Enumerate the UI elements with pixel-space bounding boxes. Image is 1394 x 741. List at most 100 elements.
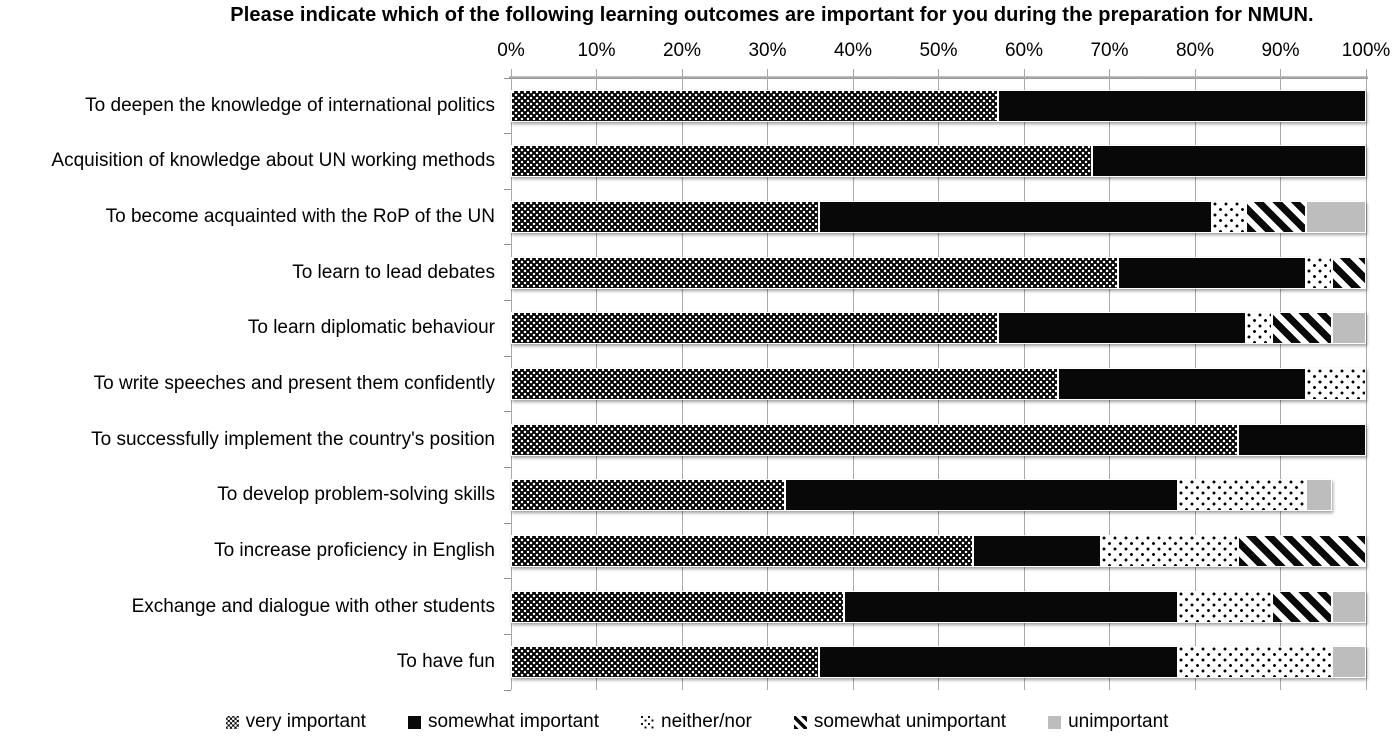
y-tick-mark [504, 522, 511, 524]
y-tick-mark [504, 244, 511, 246]
x-tick-label: 60% [1004, 40, 1044, 61]
x-tick-label: 40% [833, 40, 873, 61]
plot-area [504, 69, 1368, 691]
bar-segment-very-important [511, 312, 999, 345]
chart-row [511, 78, 1366, 134]
y-tick-mark [504, 578, 511, 580]
bar-segment-somewhat-important [1118, 256, 1307, 289]
bar-segment-unimportant [1306, 201, 1366, 234]
category-label: Exchange and dialogue with other student… [131, 595, 495, 617]
category-label: To increase proficiency in English [214, 539, 495, 561]
bar-rows [511, 78, 1366, 690]
stacked-bar [511, 590, 1366, 623]
bar-segment-very-important [511, 368, 1059, 401]
chart-row [511, 579, 1366, 635]
chart-row [511, 356, 1366, 412]
stacked-bar [511, 145, 1366, 178]
bar-segment-very-important [511, 590, 845, 623]
bar-segment-neither-nor [1212, 201, 1247, 234]
bar-segment-very-important [511, 256, 1119, 289]
bar-segment-somewhat-important [818, 646, 1178, 679]
y-tick-mark [504, 300, 511, 302]
legend-label: very important [245, 711, 366, 732]
stacked-bar [511, 368, 1366, 401]
legend-swatch-dense-white-dots-on-black-icon [225, 715, 239, 729]
legend-item-unimportant: unimportant [1048, 711, 1168, 733]
y-tick-mark [504, 77, 511, 79]
legend-label: neither/nor [661, 711, 752, 732]
x-tick-label: 100% [1341, 40, 1391, 61]
x-tick-label: 10% [577, 40, 616, 61]
bar-segment-neither-nor [1246, 312, 1272, 345]
chart-row [511, 189, 1366, 245]
bar-segment-very-important [511, 201, 819, 234]
legend-item-very-important: very important [225, 711, 366, 733]
y-tick-mark [504, 466, 511, 468]
stacked-bar [511, 479, 1366, 512]
y-tick-mark [504, 689, 511, 691]
legend-item-somewhat-important: somewhat important [407, 711, 600, 733]
legend-item-neither-nor: neither/nor [641, 711, 752, 733]
y-tick-mark [504, 133, 511, 135]
stacked-bar [511, 201, 1366, 234]
x-tick-label: 20% [662, 40, 702, 61]
category-label: To have fun [396, 651, 495, 673]
chart-row [511, 467, 1366, 523]
gridline [1365, 69, 1367, 690]
legend-label: somewhat unimportant [813, 711, 1007, 732]
category-label: To successfully implement the country's … [91, 428, 495, 450]
x-tick-label: 80% [1175, 40, 1215, 61]
bar-segment-somewhat-unimportant [1271, 312, 1332, 345]
stacked-bar [511, 534, 1366, 567]
bar-segment-somewhat-unimportant [1246, 201, 1307, 234]
legend-swatch-black-diagonal-stripes-icon [793, 715, 807, 729]
bar-segment-very-important [511, 145, 1093, 178]
bar-segment-somewhat-important [1058, 368, 1307, 401]
category-label: To deepen the knowledge of international… [85, 94, 495, 116]
x-tick-label: 90% [1261, 40, 1300, 61]
bar-segment-somewhat-important [972, 534, 1101, 567]
chart-row [511, 134, 1366, 190]
chart-row [511, 301, 1366, 357]
bar-segment-neither-nor [1306, 256, 1332, 289]
legend-label: somewhat important [427, 711, 600, 732]
legend-swatch-solid-light-gray-icon [1048, 715, 1062, 729]
x-axis: 0% 10% 20% 30% 40% 50% 60% 70% 80% 90% 100% [497, 40, 1390, 66]
legend-swatch-solid-black-icon [407, 715, 421, 729]
chart-title: Please indicate which of the following l… [230, 4, 1314, 26]
stacked-bar [511, 423, 1366, 456]
bar-segment-very-important [511, 89, 999, 122]
y-tick-mark [504, 355, 511, 357]
bar-segment-somewhat-important [1237, 423, 1366, 456]
stacked-bar [511, 646, 1366, 679]
bar-segment-somewhat-important [784, 479, 1178, 512]
bar-segment-neither-nor [1177, 646, 1332, 679]
stacked-bar [511, 256, 1366, 289]
bar-segment-neither-nor [1306, 368, 1366, 401]
legend-item-somewhat-unimportant: somewhat unimportant [793, 711, 1007, 733]
bar-segment-somewhat-important [818, 201, 1213, 234]
legend: very important somewhat important neither/… [0, 711, 1394, 733]
chart-row [511, 634, 1366, 690]
y-tick-mark [504, 633, 511, 635]
y-tick-mark [504, 188, 511, 190]
chart-row [511, 245, 1366, 301]
bar-segment-somewhat-important [998, 89, 1366, 122]
stacked-bar [511, 89, 1366, 122]
bar-segment-unimportant [1306, 479, 1332, 512]
bar-segment-very-important [511, 646, 819, 679]
y-tick-mark [504, 411, 511, 413]
category-label: Acquisition of knowledge about UN workin… [51, 150, 495, 172]
bar-segment-neither-nor [1100, 534, 1238, 567]
bar-segment-unimportant [1331, 312, 1366, 345]
category-label: To become acquainted with the RoP of the… [105, 206, 495, 228]
x-tick-label: 30% [748, 40, 787, 61]
category-label: To learn to lead debates [292, 261, 495, 283]
chart-row [511, 412, 1366, 468]
bar-segment-neither-nor [1177, 590, 1272, 623]
stacked-bar [511, 312, 1366, 345]
category-label: To develop problem-solving skills [217, 484, 495, 506]
bar-segment-somewhat-unimportant [1271, 590, 1332, 623]
bar-segment-somewhat-important [844, 590, 1178, 623]
category-axis-labels: To deepen the knowledge of international… [0, 78, 503, 690]
